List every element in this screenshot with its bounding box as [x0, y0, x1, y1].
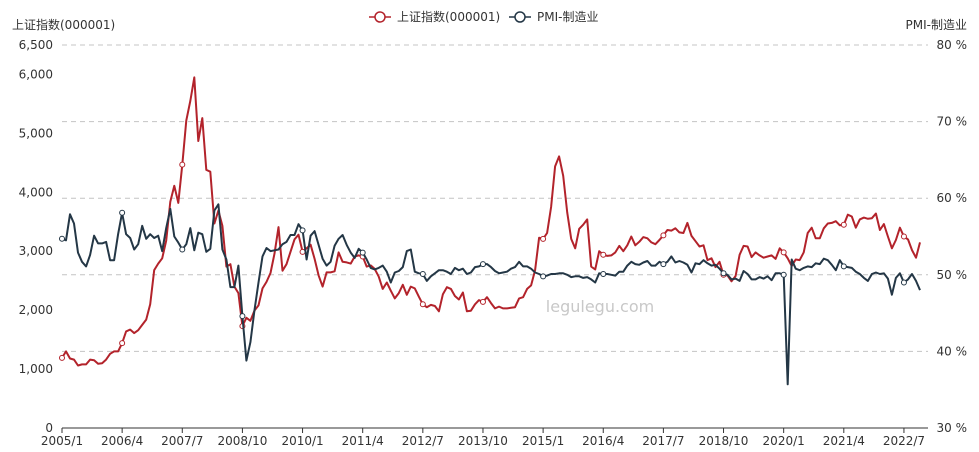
- right-tick-label: 70 %: [937, 115, 968, 129]
- pmi-data-point[interactable]: [299, 227, 306, 234]
- right-tick-label: 80 %: [937, 38, 968, 52]
- sse-data-point[interactable]: [119, 340, 126, 347]
- x-tick-label: 2010/1: [281, 434, 323, 448]
- sse-data-point[interactable]: [540, 235, 547, 242]
- pmi-data-point[interactable]: [239, 313, 246, 320]
- legend-marker-pmi: [514, 11, 526, 23]
- x-tick-label: 2015/1: [522, 434, 564, 448]
- legend-label-sse: 上证指数(000001): [397, 9, 500, 24]
- x-tick-label: 2016/4: [582, 434, 624, 448]
- pmi-line: [61, 203, 921, 386]
- right-tick-label: 50 %: [937, 268, 968, 282]
- sse-data-point[interactable]: [600, 251, 607, 258]
- x-tick-label: 2018/10: [699, 434, 749, 448]
- legend-item-pmi[interactable]: PMI-制造业: [509, 10, 598, 24]
- left-tick-label: 2,000: [19, 303, 53, 317]
- legend: 上证指数(000001) PMI-制造业: [369, 9, 598, 24]
- left-tick-label: 4,000: [19, 185, 53, 199]
- x-tick-label: 2005/1: [41, 434, 83, 448]
- legend-item-sse[interactable]: 上证指数(000001): [369, 9, 500, 24]
- legend-marker-sse: [374, 11, 386, 23]
- x-tick-label: 2017/7: [642, 434, 684, 448]
- left-axis-title: 上证指数(000001): [12, 17, 115, 32]
- pmi-data-point[interactable]: [419, 271, 426, 278]
- sse-index-line: [61, 76, 921, 367]
- pmi-data-point[interactable]: [900, 279, 907, 286]
- pmi-data-point[interactable]: [540, 273, 547, 280]
- pmi-data-point[interactable]: [179, 246, 186, 253]
- pmi-data-point[interactable]: [780, 271, 787, 278]
- right-tick-label: 30 %: [937, 421, 968, 435]
- x-tick-label: 2020/1: [763, 434, 805, 448]
- sse-data-point[interactable]: [840, 221, 847, 228]
- sse-data-point[interactable]: [179, 161, 186, 168]
- sse-data-point[interactable]: [660, 232, 667, 239]
- right-axis-title: PMI-制造业: [906, 18, 967, 32]
- series-layer: [59, 76, 921, 386]
- sse-data-point[interactable]: [59, 354, 65, 361]
- right-axis-ticks: 30 % 40 % 50 % 60 % 70 % 80 %: [937, 38, 968, 435]
- pmi-data-point[interactable]: [660, 261, 667, 268]
- pmi-data-point[interactable]: [600, 271, 607, 278]
- pmi-data-point[interactable]: [479, 261, 486, 268]
- x-tick-label: 2007/7: [161, 434, 203, 448]
- x-tick-label: 2013/10: [458, 434, 508, 448]
- pmi-data-point[interactable]: [840, 263, 847, 270]
- left-tick-label: 1,000: [19, 362, 53, 376]
- watermark: legulegu.com: [546, 297, 654, 316]
- sse-data-point[interactable]: [780, 249, 787, 256]
- left-tick-label: 0: [45, 421, 53, 435]
- left-tick-label: 5,000: [19, 126, 53, 140]
- left-tick-label: 6,000: [19, 67, 53, 81]
- right-tick-label: 40 %: [937, 344, 968, 358]
- x-tick-label: 2021/4: [823, 434, 865, 448]
- pmi-data-point[interactable]: [359, 249, 366, 256]
- x-tick-label: 2006/4: [101, 434, 143, 448]
- sse-data-point[interactable]: [900, 233, 907, 240]
- sse-data-point[interactable]: [419, 301, 426, 308]
- left-axis-ticks: 0 1,000 2,000 3,000 4,000 5,000 6,000 6,500: [19, 38, 53, 435]
- sse-data-point[interactable]: [479, 298, 486, 305]
- legend-label-pmi: PMI-制造业: [537, 10, 598, 24]
- x-tick-label: 2012/7: [402, 434, 444, 448]
- x-axis: 2005/1 2006/4 2007/7 2008/10 2010/1 2011/4 201…: [41, 427, 928, 448]
- pmi-data-point[interactable]: [119, 209, 126, 216]
- right-tick-label: 60 %: [937, 191, 968, 205]
- x-tick-label: 2008/10: [217, 434, 267, 448]
- left-tick-label: 6,500: [19, 38, 53, 52]
- x-tick-label: 2022/7: [883, 434, 925, 448]
- pmi-data-point[interactable]: [720, 270, 727, 277]
- pmi-data-point[interactable]: [59, 235, 65, 242]
- x-tick-label: 2011/4: [342, 434, 384, 448]
- left-tick-label: 3,000: [19, 244, 53, 258]
